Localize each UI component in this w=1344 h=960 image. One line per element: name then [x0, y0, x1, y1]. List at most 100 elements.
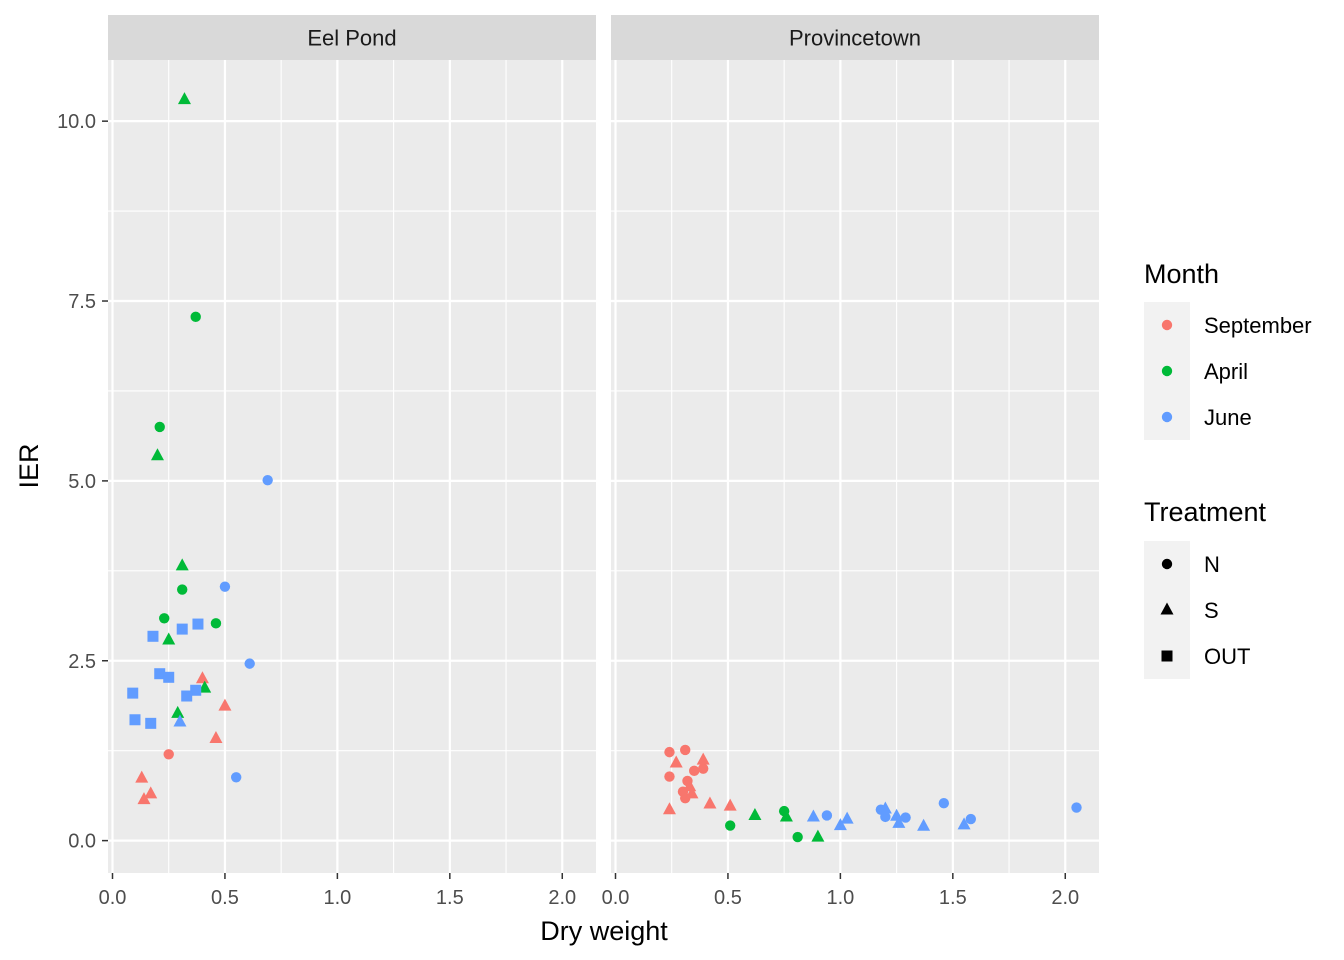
data-point	[957, 817, 971, 830]
data-point	[147, 630, 159, 642]
x-tick-label: 0.5	[714, 887, 742, 909]
panels: Eel Pond Provincetown	[108, 15, 1099, 873]
data-point	[806, 809, 820, 822]
data-point	[195, 671, 209, 684]
data-point	[210, 618, 222, 629]
data-point	[129, 714, 141, 726]
data-point	[724, 820, 736, 831]
data-point	[181, 690, 193, 702]
y-tick-label: 0.0	[68, 831, 96, 853]
panel-background-provincetown	[611, 60, 1099, 873]
y-axis-title: IER	[14, 443, 44, 488]
x-tick-label: 0.0	[99, 887, 127, 909]
data-point	[150, 448, 164, 461]
data-point	[137, 792, 151, 805]
data-point	[892, 815, 906, 828]
data-point	[159, 613, 170, 624]
x-tick-label: 1.5	[939, 887, 967, 909]
legend-title-month: Month	[1144, 259, 1219, 289]
data-point	[154, 421, 165, 433]
data-point	[792, 831, 803, 843]
legend-label-n: N	[1204, 552, 1220, 577]
data-point	[880, 811, 891, 823]
legend-key-june	[1161, 411, 1173, 423]
data-point	[669, 755, 683, 768]
data-point	[938, 798, 950, 809]
legend-title-treatment: Treatment	[1144, 497, 1267, 527]
data-point	[190, 311, 201, 323]
data-point	[698, 763, 709, 774]
y-tick-label: 5.0	[68, 471, 96, 493]
panel-background-eel-pond	[108, 60, 596, 873]
data-point	[683, 779, 697, 792]
data-point	[262, 474, 273, 486]
x-tick-label: 2.0	[548, 887, 576, 909]
facet-label-provincetown: Provincetown	[789, 26, 921, 51]
data-point	[135, 770, 149, 783]
data-point	[685, 786, 699, 799]
data-point	[244, 658, 255, 669]
data-point	[779, 809, 793, 822]
data-point	[209, 731, 223, 744]
data-point	[192, 618, 204, 630]
data-point	[878, 801, 892, 814]
data-point	[900, 812, 911, 823]
facet-label-eel-pond: Eel Pond	[307, 26, 396, 51]
data-point	[163, 671, 175, 683]
x-tick-label: 0.5	[211, 887, 239, 909]
data-point	[811, 829, 825, 842]
legend-key-out	[1161, 650, 1173, 662]
legend-label-out: OUT	[1204, 644, 1250, 669]
data-point	[840, 811, 854, 824]
data-point	[833, 818, 847, 831]
data-point	[218, 698, 232, 711]
facet-strip-provincetown	[611, 15, 1099, 60]
data-point	[723, 798, 737, 811]
data-point	[177, 584, 188, 595]
data-point	[821, 810, 833, 821]
data-point	[173, 714, 187, 727]
legend-key-september	[1161, 319, 1173, 331]
legend-key-n	[1161, 558, 1173, 570]
data-point	[917, 818, 931, 831]
data-point	[127, 687, 139, 699]
data-point	[689, 765, 700, 777]
data-point	[890, 808, 904, 821]
x-tick-label: 1.5	[436, 887, 464, 909]
legend-key-april	[1161, 365, 1173, 377]
legend-label-s: S	[1204, 598, 1219, 623]
data-point	[696, 752, 710, 765]
data-point	[176, 623, 188, 635]
x-tick-label: 1.0	[826, 887, 854, 909]
y-tick-label: 2.5	[68, 651, 96, 673]
legend-label-april: April	[1204, 359, 1248, 384]
facet-strip-eel-pond	[108, 15, 596, 60]
data-point	[190, 684, 202, 696]
data-point	[163, 749, 174, 760]
data-point	[162, 632, 176, 645]
x-tick-label: 1.0	[323, 887, 351, 909]
y-tick-label: 10.0	[57, 111, 96, 133]
data-point	[145, 717, 157, 729]
data-point	[198, 680, 212, 693]
data-point	[144, 786, 158, 799]
axes: 0.0 0.5 1.0 1.5 2.0 0.0 0.5 1.0 1.5 2.0 0.0 2.5 5.0 7…	[57, 111, 1079, 909]
data-point	[219, 581, 231, 592]
data-point	[703, 796, 717, 809]
legend-label-june: June	[1204, 405, 1252, 430]
y-tick-label: 7.5	[68, 291, 96, 313]
data-point	[680, 744, 691, 756]
x-axis-title: Dry weight	[540, 916, 668, 946]
data-point	[175, 558, 189, 571]
data-point	[664, 746, 675, 758]
data-points	[127, 92, 1082, 843]
data-point	[664, 771, 675, 782]
data-point	[1071, 802, 1082, 813]
data-point	[748, 808, 762, 821]
data-point	[154, 668, 166, 680]
x-tick-label: 0.0	[602, 887, 630, 909]
data-point	[965, 813, 977, 825]
legend-label-september: September	[1204, 313, 1312, 338]
data-point	[177, 92, 191, 105]
